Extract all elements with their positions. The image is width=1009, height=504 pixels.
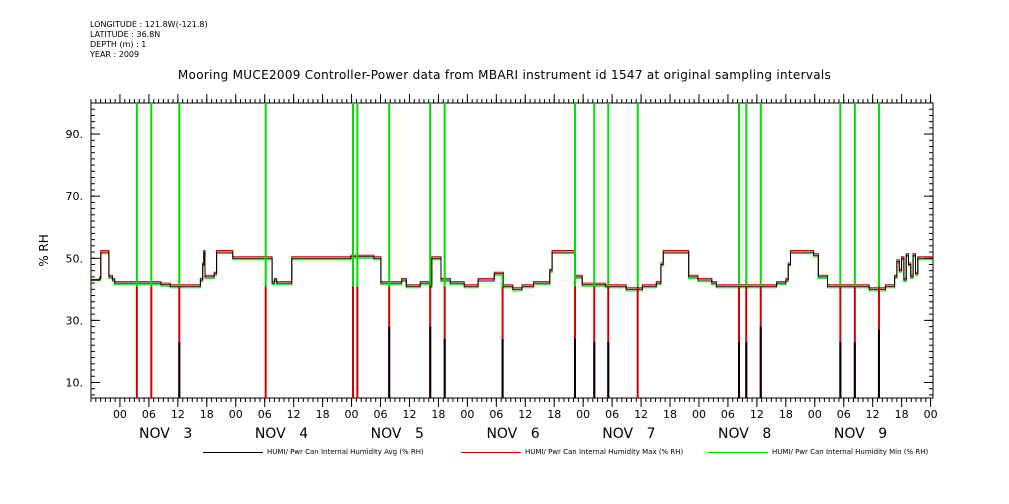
latitude-label: LATITUDE : 36.8N <box>90 30 161 39</box>
legend-item-min: HUMI/ Pwr Can Internal Humidity Min (% R… <box>708 448 928 456</box>
x-hour-tick-label: 06 <box>605 408 619 421</box>
x-day-number: 9 <box>878 426 887 442</box>
x-hour-tick-label: 00 <box>808 408 822 421</box>
x-hour-tick-label: 18 <box>779 408 793 421</box>
x-day-number: 4 <box>299 426 308 442</box>
x-day-number: 8 <box>762 426 771 442</box>
x-hour-tick-label: 00 <box>924 408 938 421</box>
series-line-max <box>91 250 933 289</box>
x-hour-tick-label: 00 <box>229 408 243 421</box>
x-hour-tick-label: 12 <box>866 408 880 421</box>
legend-label-avg: HUMI/ Pwr Can Internal Humidity Avg (% R… <box>267 448 424 456</box>
x-day-number: 7 <box>647 426 656 442</box>
x-hour-tick-label: 12 <box>287 408 301 421</box>
x-hour-tick-label: 12 <box>634 408 648 421</box>
x-day-label: NOV <box>371 426 402 442</box>
x-day-label: NOV <box>602 426 633 442</box>
station-metadata: LONGITUDE : 121.8W(-121.8) LATITUDE : 36… <box>90 20 208 60</box>
x-day-label: NOV <box>139 426 170 442</box>
y-tick-label: 10. <box>66 376 84 389</box>
x-day-number: 5 <box>415 426 424 442</box>
x-hour-tick-label: 06 <box>142 408 156 421</box>
y-tick-label: 30. <box>66 314 84 327</box>
x-hour-tick-label: 00 <box>113 408 127 421</box>
x-hour-tick-label: 12 <box>518 408 532 421</box>
y-tick-label: 70. <box>66 190 84 203</box>
x-hour-tick-label: 12 <box>171 408 185 421</box>
x-hour-tick-label: 06 <box>721 408 735 421</box>
legend-swatch-max <box>461 451 521 453</box>
x-hour-tick-label: 00 <box>460 408 474 421</box>
series-line-avg <box>91 251 933 290</box>
x-hour-tick-label: 18 <box>895 408 909 421</box>
legend-swatch-min <box>708 451 768 453</box>
x-day-label: NOV <box>255 426 286 442</box>
x-hour-tick-label: 06 <box>837 408 851 421</box>
x-day-label: NOV <box>718 426 749 442</box>
legend-label-min: HUMI/ Pwr Can Internal Humidity Min (% R… <box>772 448 929 456</box>
x-day-number: 6 <box>531 426 540 442</box>
x-hour-tick-label: 12 <box>750 408 764 421</box>
x-hour-tick-label: 18 <box>547 408 561 421</box>
x-hour-tick-label: 06 <box>374 408 388 421</box>
x-hour-tick-label: 18 <box>431 408 445 421</box>
x-hour-tick-label: 18 <box>316 408 330 421</box>
x-hour-tick-label: 00 <box>692 408 706 421</box>
depth-label: DEPTH (m) : 1 <box>90 40 147 49</box>
y-tick-label: 50. <box>66 252 84 265</box>
year-label: YEAR : 2009 <box>90 50 140 59</box>
y-tick-label: 90. <box>66 128 84 141</box>
y-axis-label: % RH <box>37 234 51 267</box>
x-day-label: NOV <box>834 426 865 442</box>
chart-title: Mooring MUCE2009 Controller-Power data f… <box>177 68 832 82</box>
longitude-label: LONGITUDE : 121.8W(-121.8) <box>90 20 208 29</box>
x-hour-tick-label: 00 <box>345 408 359 421</box>
x-day-number: 3 <box>183 426 192 442</box>
x-hour-tick-label: 18 <box>663 408 677 421</box>
legend-swatch-avg <box>203 451 263 453</box>
legend-label-max: HUMI/ Pwr Can Internal Humidity Max (% R… <box>525 448 684 456</box>
x-hour-tick-label: 00 <box>576 408 590 421</box>
x-hour-tick-label: 06 <box>489 408 503 421</box>
x-day-label: NOV <box>486 426 517 442</box>
legend-item-avg: HUMI/ Pwr Can Internal Humidity Avg (% R… <box>203 448 424 456</box>
legend-item-max: HUMI/ Pwr Can Internal Humidity Max (% R… <box>461 448 683 456</box>
x-hour-tick-label: 18 <box>200 408 214 421</box>
x-hour-tick-label: 12 <box>402 408 416 421</box>
x-hour-tick-label: 06 <box>258 408 272 421</box>
plot-frame <box>90 102 934 399</box>
